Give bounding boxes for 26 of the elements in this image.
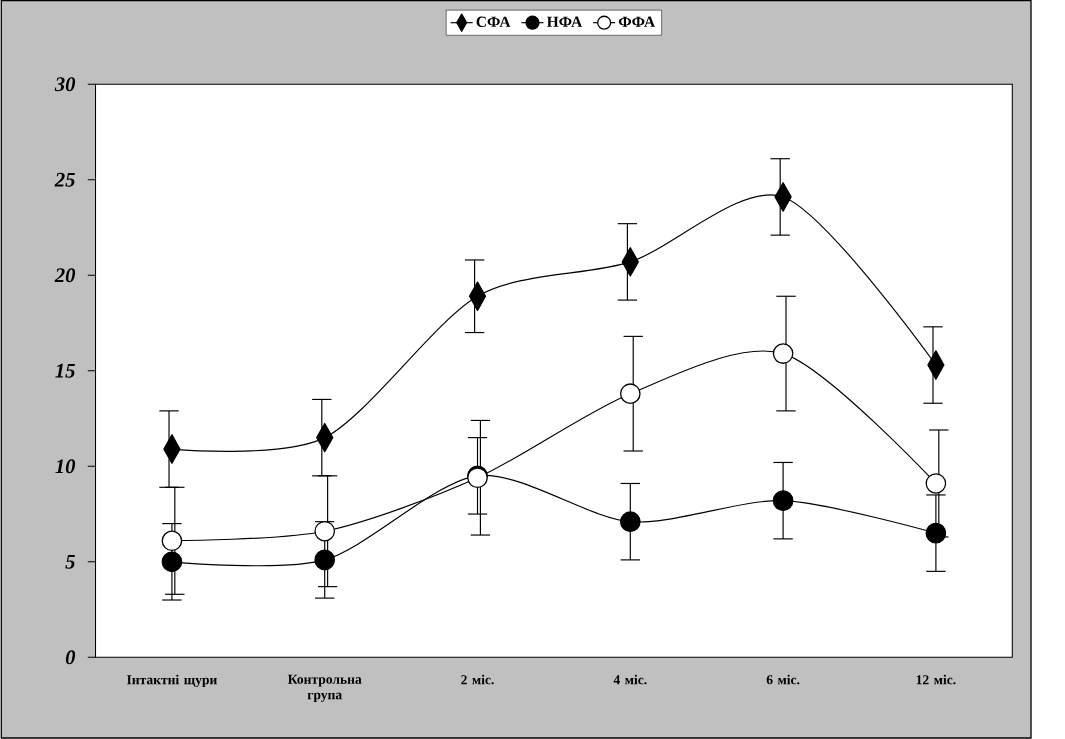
x-tick-label: 2 міс. <box>461 674 494 685</box>
x-tick-label: Контрольна група <box>287 674 362 702</box>
point <box>925 522 947 544</box>
point <box>314 549 336 571</box>
y-tick-label: 25 <box>54 172 75 187</box>
legend-label: НФА <box>546 16 583 27</box>
y-tick-label: 5 <box>65 554 75 569</box>
y-tick-label: 15 <box>55 363 75 378</box>
point <box>619 511 641 532</box>
point <box>619 383 641 404</box>
point <box>925 473 947 494</box>
y-tick-label: 10 <box>55 459 76 474</box>
point <box>772 490 794 511</box>
x-tick-label: Інтактні щури <box>126 674 217 687</box>
point <box>161 530 183 551</box>
point <box>314 520 336 542</box>
point <box>772 343 794 364</box>
point <box>161 551 183 572</box>
y-tick-label: 20 <box>54 268 76 283</box>
x-tick-label: 6 міс. <box>766 674 800 685</box>
y-tick-label: 0 <box>65 650 76 665</box>
x-tick-label: 12 міс. <box>916 674 956 685</box>
legend-label: СФА <box>476 16 511 27</box>
x-tick-label: 4 міс. <box>613 674 647 685</box>
y-tick-label: 30 <box>54 77 76 92</box>
legend-label: ФФА <box>618 16 656 27</box>
